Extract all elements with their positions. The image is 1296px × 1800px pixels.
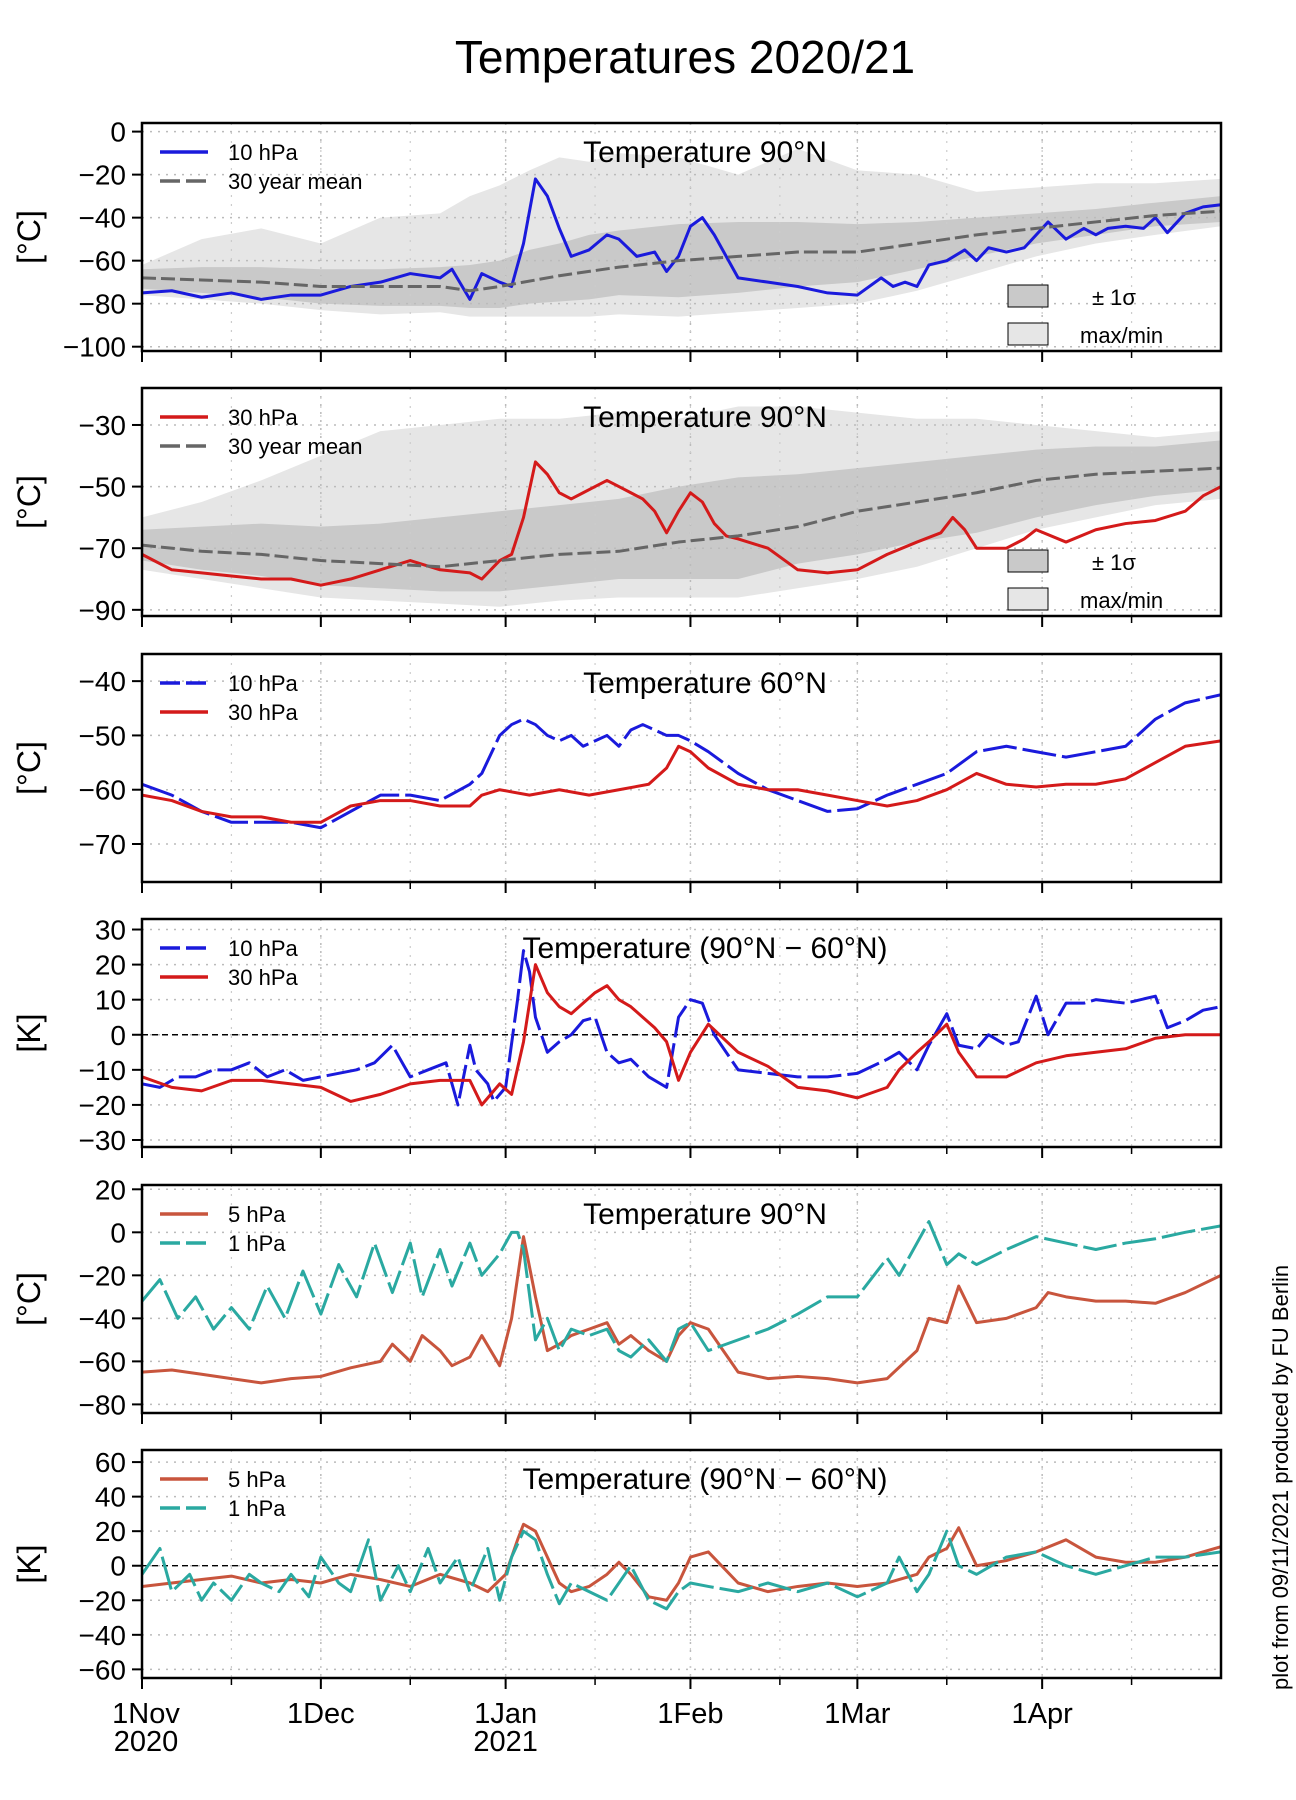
chart-panel-4: 30 20 10 0 −10 −20 −30 [K] Temperature (90°N − 6… [11,915,1223,1158]
series-line-30-hpa [142,963,1221,1107]
panel-plot-area [142,388,1221,616]
band-legend-swatch [1007,549,1049,573]
y-tick-label: 0 [110,117,126,148]
y-axis-label: [K] [11,1013,47,1052]
y-tick-label: 60 [95,1447,126,1478]
sigma-band [142,440,1221,592]
legend-label: 5 hPa [228,1467,286,1492]
legend-label: 5 hPa [228,1202,286,1227]
series-line-10-hpa [142,949,1221,1107]
chart-main-title: Temperatures 2020/21 [454,31,916,83]
panel-plot-area [142,919,1221,1147]
band-legend-label: ± 1σ [1092,285,1136,310]
panel-plot-area [142,654,1221,882]
band-legend-swatch [1007,322,1049,346]
chart-panel-2: −30 −50 −70 −90 [°C] Temperature 90°N 30 hPa 30… [11,386,1223,627]
y-tick-label: −100 [63,332,126,363]
y-tick-label: −40 [79,1620,127,1651]
band-legend-swatch [1007,587,1049,611]
y-tick-label: −50 [79,720,127,751]
legend-label: 30 year mean [228,169,363,194]
series-line-30-hpa [142,460,1221,587]
panel-frame [140,1183,1223,1415]
panel-title: Temperature 90°N [583,401,827,434]
y-tick-label: 10 [95,985,126,1016]
production-note: plot from 09/11/2021 produced by FU Berl… [1268,1264,1293,1690]
y-tick-label: −80 [79,289,127,320]
y-tick-label: 20 [95,1174,126,1205]
y-tick-label: 0 [110,1217,126,1248]
y-tick-label: −20 [79,160,127,191]
chart-panel-1: 0 −20 −40 −60 −80 −100 [°C] Temperature 90°N 10 … [11,117,1223,363]
y-tick-label: −10 [79,1055,127,1086]
panel-plot-area [142,1450,1221,1678]
panel-title: Temperature 90°N [583,136,827,169]
y-axis-label: [°C] [11,1272,47,1326]
y-tick-label: −90 [79,595,127,626]
panel-title: Temperature (90°N − 60°N) [523,1463,888,1496]
y-tick-label: −20 [79,1090,127,1121]
legend-label: 1 hPa [228,1496,286,1521]
y-tick-label: −60 [79,1346,127,1377]
y-axis-label: [°C] [11,741,47,795]
legend-label: 30 year mean [228,434,363,459]
band-legend-label: max/min [1080,323,1163,348]
series-line-10-hpa [142,177,1221,301]
chart-panel-3: −40 −50 −60 −70 [°C] Temperature 60°N 10 hPa 30… [11,652,1223,893]
series-line-10-hpa [142,693,1221,830]
panel-frame [140,386,1223,618]
legend-label: 10 hPa [228,671,298,696]
y-tick-label: −70 [79,533,127,564]
legend-label: 30 hPa [228,965,298,990]
band-legend-label: max/min [1080,588,1163,613]
legend-label: 30 hPa [228,700,298,725]
y-tick-label: −20 [79,1585,127,1616]
y-tick-label: −60 [79,775,127,806]
panel-frame [140,1448,1223,1680]
legend-label: 10 hPa [228,936,298,961]
y-tick-label: −60 [79,246,127,277]
y-tick-label: 0 [110,1020,126,1051]
legend-label: 30 hPa [228,405,298,430]
y-tick-label: 40 [95,1482,126,1513]
series-line-1-hpa [142,1220,1221,1363]
series-line-30-hpa [142,739,1221,824]
y-tick-label: −30 [79,410,127,441]
y-tick-label: −40 [79,1303,127,1334]
legend-label: 10 hPa [228,140,298,165]
y-tick-label: −50 [79,472,127,503]
panel-frame [140,121,1223,353]
y-tick-label: 30 [95,915,126,946]
y-tick-label: −70 [79,829,127,860]
y-axis-label: [°C] [11,210,47,264]
y-tick-label: 0 [110,1551,126,1582]
y-tick-label: 20 [95,1516,126,1547]
y-tick-label: −40 [79,666,127,697]
series-line-1-hpa [142,1529,1221,1611]
chart-panel-5: 20 0 −20 −40 −60 −80 [°C] Temperature 90°N 5 hPa… [11,1174,1223,1424]
y-tick-label: −60 [79,1654,127,1685]
panel-plot-area [142,123,1221,351]
panel-plot-area [142,1185,1221,1413]
y-tick-label: −40 [79,203,127,234]
y-axis-label: [°C] [11,475,47,529]
y-tick-label: −30 [79,1125,127,1156]
panel-title: Temperature 60°N [583,667,827,700]
panel-title: Temperature (90°N − 60°N) [523,932,888,965]
band-legend-label: ± 1σ [1092,550,1136,575]
panel-title: Temperature 90°N [583,1198,827,1231]
series-line-30-year-mean [142,466,1221,569]
series-line-5-hpa [142,1235,1221,1385]
y-tick-label: −20 [79,1260,127,1291]
panel-frame [140,652,1223,884]
panel-frame [140,917,1223,1149]
y-axis-label: [K] [11,1544,47,1583]
band-legend-swatch [1007,284,1049,308]
y-tick-label: −80 [79,1389,127,1420]
legend-label: 1 hPa [228,1231,286,1256]
y-tick-label: 20 [95,950,126,981]
